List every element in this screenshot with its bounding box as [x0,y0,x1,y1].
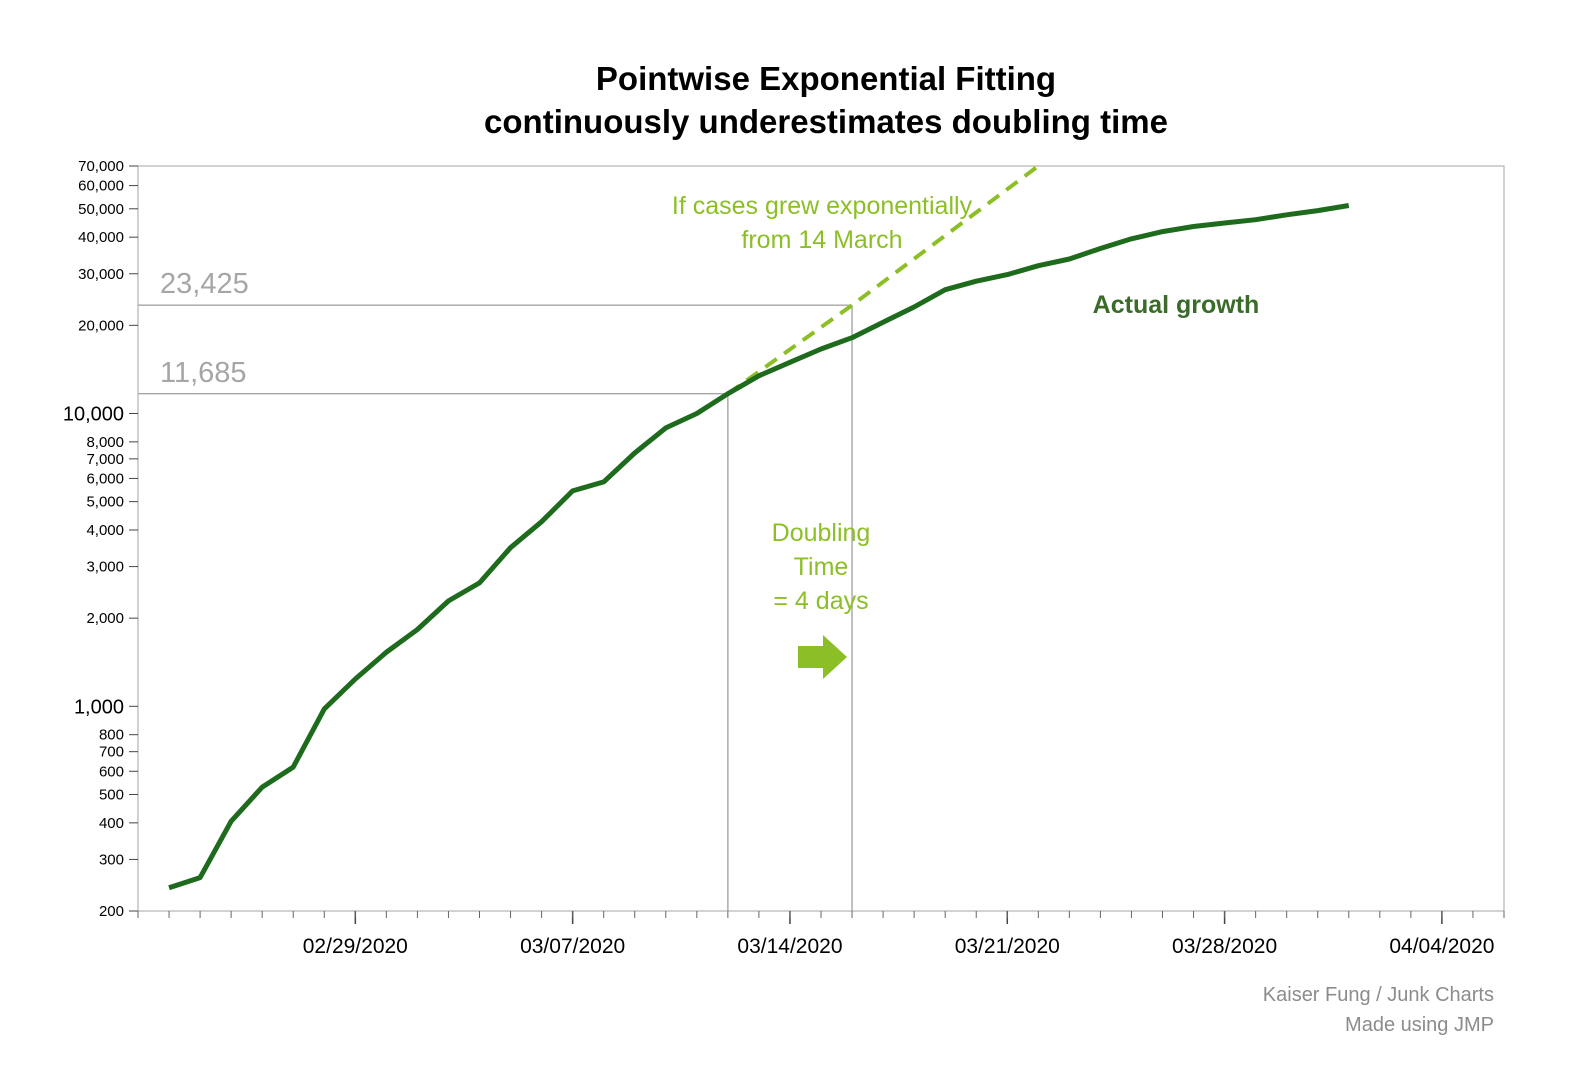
y-tick-label: 1,000 [74,696,124,718]
actual-growth-label: Actual growth [1093,291,1260,319]
y-tick-label: 400 [99,815,124,832]
y-tick-label: 4,000 [86,522,124,539]
y-tick-label: 5,000 [86,494,124,511]
x-tick-label: 03/07/2020 [520,935,625,958]
reference-label-11685: 11,685 [160,357,247,389]
series-line-actual-growth [168,203,1350,891]
reference-label-23425: 23,425 [160,268,249,300]
x-tick-label: 02/29/2020 [303,935,408,958]
exponential-annotation-line-1: If cases grew exponentially [672,192,973,220]
x-tick-label: 03/28/2020 [1172,935,1277,958]
y-tick-label: 600 [99,763,124,780]
credit-author: Kaiser Fung / Junk Charts [1263,984,1494,1006]
doubling-annotation-line-2: Time [794,553,849,581]
doubling-annotation-line-1: Doubling [772,519,871,547]
y-tick-label: 3,000 [86,559,124,576]
reference-lines [138,304,853,911]
y-tick-label: 6,000 [86,470,124,487]
x-axis: 02/29/2020 03/07/2020 03/14/2020 03/21/2020… [303,911,1494,958]
y-tick-label: 300 [99,851,124,868]
y-tick-label: 10,000 [63,403,124,425]
y-tick-label: 8,000 [86,434,124,451]
y-tick-label: 500 [99,786,124,803]
doubling-annotation-line-3: = 4 days [773,587,868,615]
y-tick-label: 40,000 [78,229,124,246]
y-tick-label: 50,000 [78,201,124,218]
y-tick-label: 800 [99,727,124,744]
y-tick-label: 30,000 [78,266,124,283]
x-tick-label: 03/14/2020 [737,935,842,958]
right-arrow-icon [798,635,847,679]
series-line-exponential [726,164,1040,396]
exponential-annotation-line-2: from 14 March [741,226,902,254]
chart-title-line-1: Pointwise Exponential Fitting [596,60,1056,97]
y-tick-label: 2,000 [86,610,124,627]
credit-tool: Made using JMP [1345,1014,1494,1036]
y-tick-label: 60,000 [78,178,124,195]
x-tick-label: 03/21/2020 [955,935,1060,958]
chart-title-line-2: continuously underestimates doubling tim… [484,103,1168,140]
y-tick-label: 700 [99,744,124,761]
y-tick-label: 7,000 [86,451,124,468]
y-tick-label: 200 [99,903,124,920]
y-tick-label: 70,000 [78,158,124,175]
y-tick-label: 20,000 [78,317,124,334]
x-axis-minor-ticks [137,911,1505,918]
x-tick-label: 04/04/2020 [1389,935,1494,958]
